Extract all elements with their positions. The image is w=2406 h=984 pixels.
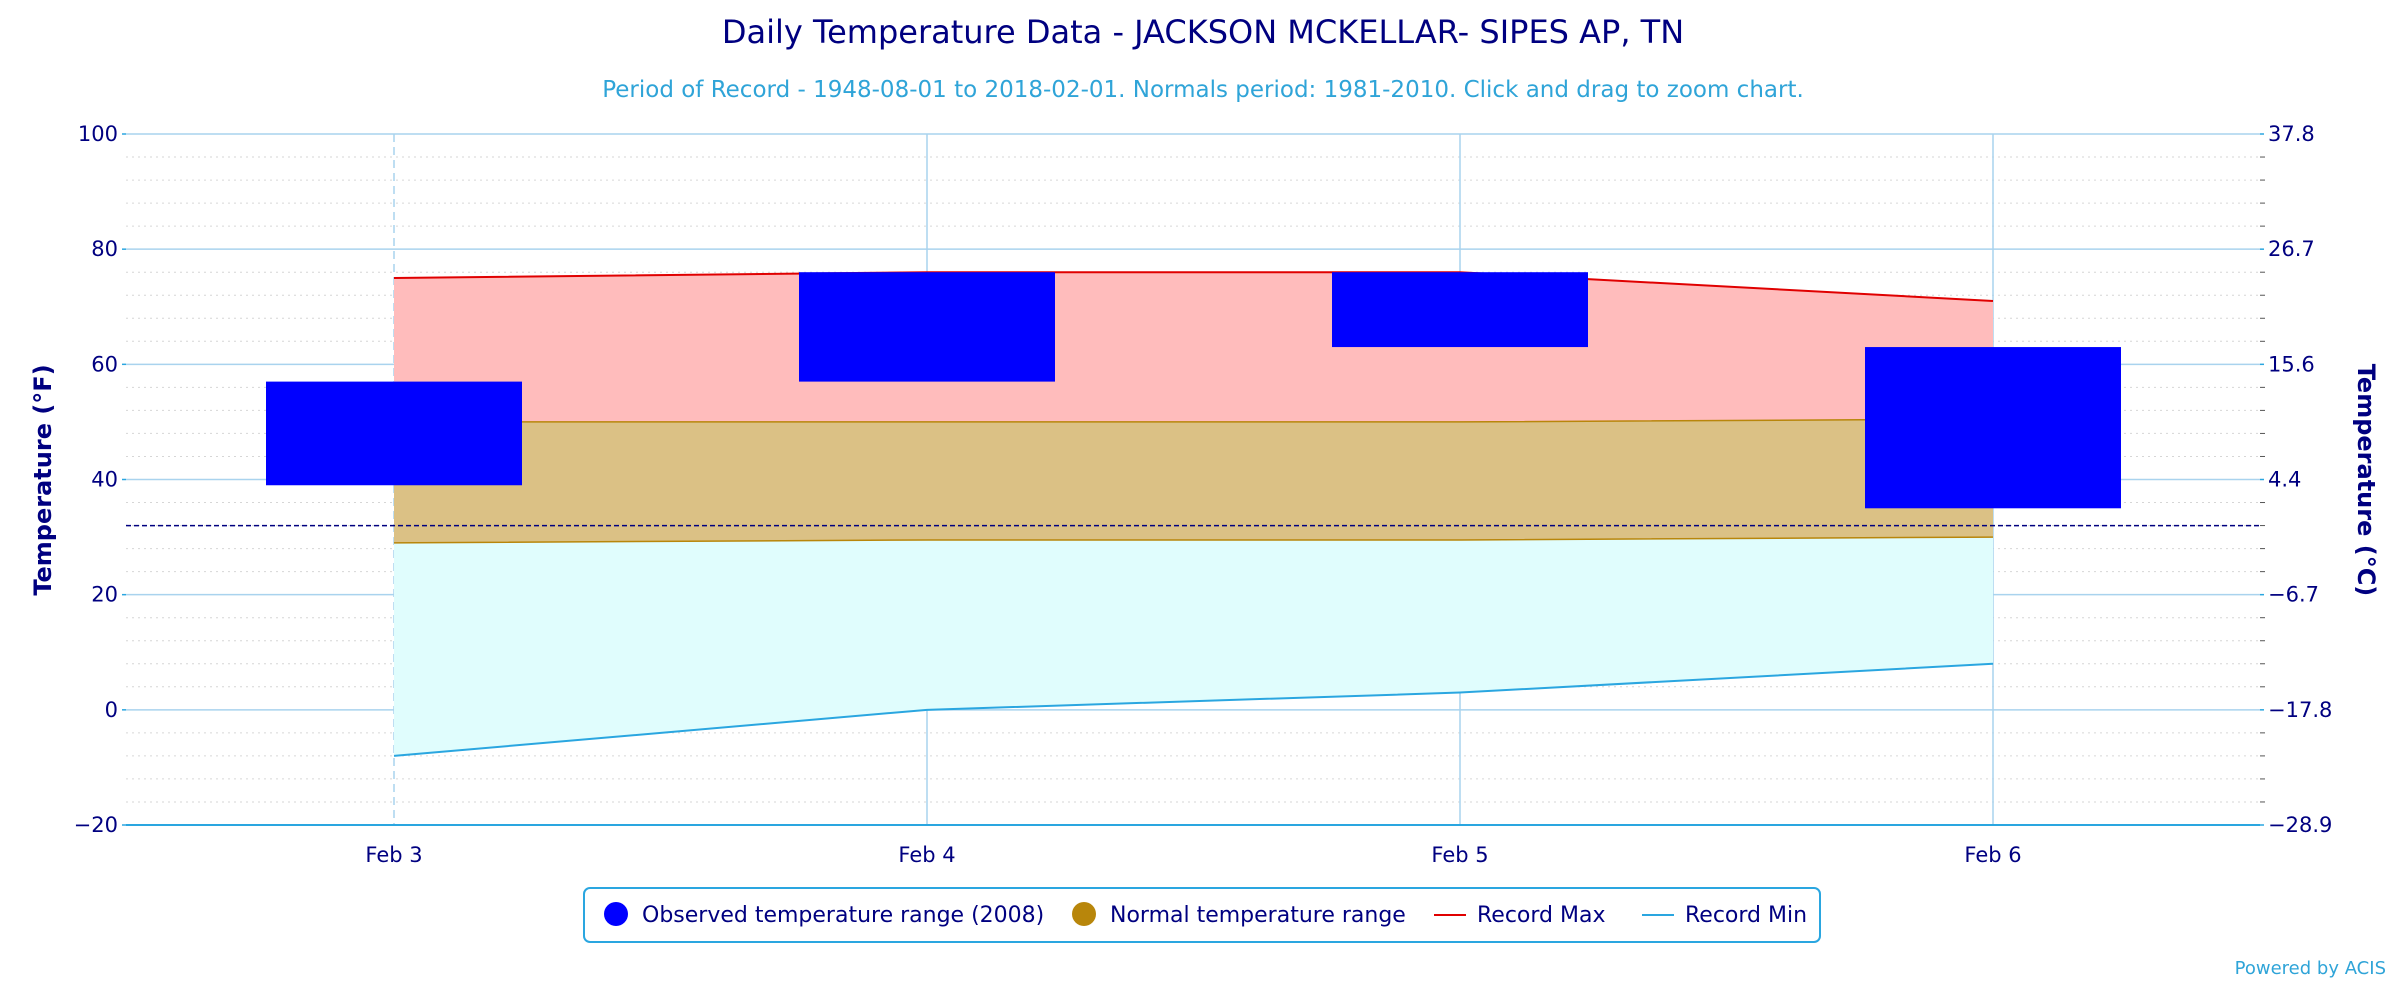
x-tick-label: Feb 3 bbox=[365, 843, 422, 867]
observed-bar[interactable] bbox=[266, 381, 522, 486]
credit-link[interactable]: Powered by ACIS bbox=[2235, 958, 2386, 979]
record-high-band bbox=[394, 272, 1993, 422]
x-tick-label: Feb 4 bbox=[898, 843, 955, 867]
y-tick-label-left: 20 bbox=[91, 583, 118, 607]
legend-item-record-min[interactable]: Record Min bbox=[1642, 903, 1807, 928]
y-tick-label-right: 37.8 bbox=[2268, 122, 2315, 146]
observed-bar[interactable] bbox=[1865, 347, 2121, 509]
legend-observed-marker bbox=[604, 902, 628, 926]
y-tick-label-left: −20 bbox=[74, 813, 118, 837]
legend-observed-label: Observed temperature range (2008) bbox=[642, 903, 1044, 928]
record-lines bbox=[126, 271, 2260, 757]
legend-record-min-label: Record Min bbox=[1685, 903, 1807, 928]
y-tick-label-left: 0 bbox=[105, 698, 118, 722]
record-max-line bbox=[393, 271, 1994, 302]
legend-item-normal[interactable]: Normal temperature range bbox=[1072, 902, 1406, 928]
legend-item-observed[interactable]: Observed temperature range (2008) bbox=[604, 902, 1044, 928]
y-tick-label-left: 100 bbox=[78, 122, 118, 146]
observed-bar[interactable] bbox=[1332, 272, 1588, 348]
chart-title: Daily Temperature Data - JACKSON MCKELLA… bbox=[722, 13, 1684, 51]
x-tick-label: Feb 5 bbox=[1431, 843, 1488, 867]
y-tick-label-right: −28.9 bbox=[2268, 813, 2332, 837]
y-tick-label-right: 15.6 bbox=[2268, 352, 2315, 376]
y-axis-title-left: Temperature (°F) bbox=[29, 364, 57, 595]
y-tick-label-right: 4.4 bbox=[2268, 468, 2301, 492]
legend-normal-label: Normal temperature range bbox=[1110, 903, 1406, 928]
temperature-bands bbox=[394, 272, 1993, 756]
legend: Observed temperature range (2008) Normal… bbox=[583, 887, 1821, 943]
record-low-band bbox=[394, 537, 1993, 756]
legend-normal-marker bbox=[1072, 902, 1096, 926]
y-tick-label-left: 80 bbox=[91, 237, 118, 261]
y-axis-title-right: Temperature (°C) bbox=[2352, 364, 2380, 597]
legend-item-record-max[interactable]: Record Max bbox=[1434, 903, 1606, 928]
normal-high-line bbox=[394, 418, 1994, 423]
axes: 100 80 60 40 20 0 −20 37.8 26.7 15.6 4.4 −6.7 −17.8 −… bbox=[74, 122, 2333, 867]
observed-bar[interactable] bbox=[799, 272, 1055, 382]
chart-subtitle: Period of Record - 1948-08-01 to 2018-02… bbox=[602, 77, 1804, 103]
x-tick-label: Feb 6 bbox=[1964, 843, 2021, 867]
y-tick-label-right: −17.8 bbox=[2268, 698, 2332, 722]
observed-bars bbox=[266, 272, 2121, 509]
legend-record-max-label: Record Max bbox=[1477, 903, 1606, 928]
y-tick-label-right: −6.7 bbox=[2268, 583, 2319, 607]
legend-box bbox=[583, 887, 1821, 943]
normal-low-line bbox=[393, 536, 1994, 544]
y-tick-label-left: 40 bbox=[91, 468, 118, 492]
record-min-line bbox=[393, 662, 1994, 757]
y-tick-label-left: 60 bbox=[91, 352, 118, 376]
normal-band bbox=[394, 419, 1993, 543]
y-tick-label-right: 26.7 bbox=[2268, 237, 2315, 261]
